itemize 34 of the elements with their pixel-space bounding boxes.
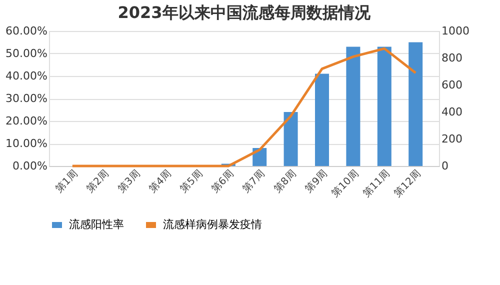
x-tick-label: 第7周 <box>240 168 268 195</box>
y2-tick-label: 1000 <box>442 24 470 38</box>
x-tick-label: 第3周 <box>115 168 143 195</box>
x-tick-label: 第4周 <box>146 168 174 195</box>
chart-title: 2023年以来中国流感每周数据情况 <box>118 3 372 22</box>
y2-tick-label: 0 <box>442 160 448 172</box>
bar <box>346 46 360 166</box>
x-tick-label: 第11周 <box>360 168 392 200</box>
line-series <box>71 47 417 168</box>
bar <box>315 74 329 166</box>
y-tick-label: 50.00% <box>6 47 48 60</box>
y-tick-label: 40.00% <box>6 70 48 82</box>
x-tick-label: 第8周 <box>271 168 299 195</box>
x-tick-label: 第6周 <box>209 168 236 195</box>
x-tick-label: 第12周 <box>392 168 424 200</box>
y-tick-label: 20.00% <box>6 114 48 128</box>
bar <box>408 42 423 166</box>
x-tick-label: 第9周 <box>302 168 330 195</box>
x-tick-label: 第5周 <box>178 168 205 195</box>
y-tick-label: 0.00% <box>12 160 48 172</box>
x-tick-label: 第10周 <box>329 168 361 200</box>
y-tick-label: 10.00% <box>6 137 48 150</box>
legend-label: 流感样病例暴发疫情 <box>163 218 262 231</box>
bar <box>377 46 392 166</box>
y-tick-label: 30.00% <box>6 92 48 105</box>
y2-tick-label: 200 <box>442 132 462 146</box>
y-tick-label: 60.00% <box>6 24 48 38</box>
y2-tick-label: 400 <box>442 106 462 118</box>
x-tick-label: 第1周 <box>53 168 80 195</box>
legend-label: 流感阳性率 <box>69 218 124 231</box>
y2-tick-label: 600 <box>442 78 462 92</box>
x-tick-label: 第2周 <box>84 168 112 195</box>
bar <box>284 112 298 166</box>
y2-tick-label: 800 <box>442 52 462 64</box>
